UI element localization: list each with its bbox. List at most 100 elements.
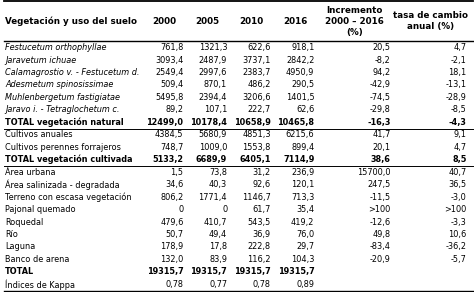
Text: Río: Río: [5, 230, 18, 239]
Text: Área salinizada - degradada: Área salinizada - degradada: [5, 179, 120, 190]
Text: Incremento
2000 – 2016
(%): Incremento 2000 – 2016 (%): [325, 6, 384, 37]
Text: -3,3: -3,3: [451, 218, 466, 227]
Text: 236,9: 236,9: [291, 168, 314, 177]
Text: 92,6: 92,6: [253, 180, 271, 189]
Text: 748,7: 748,7: [160, 143, 183, 152]
Text: 1146,7: 1146,7: [242, 193, 271, 201]
Text: 2016: 2016: [283, 17, 307, 26]
Text: 10178,4: 10178,4: [190, 118, 227, 127]
Text: Terreno con escasa vegetación: Terreno con escasa vegetación: [5, 192, 132, 202]
Text: 2549,4: 2549,4: [155, 68, 183, 77]
Text: 73,8: 73,8: [209, 168, 227, 177]
Text: Cultivos perennes forrajeros: Cultivos perennes forrajeros: [5, 143, 121, 152]
Text: 1009,0: 1009,0: [199, 143, 227, 152]
Text: 410,7: 410,7: [204, 218, 227, 227]
Text: 89,2: 89,2: [165, 105, 183, 114]
Text: 2383,7: 2383,7: [243, 68, 271, 77]
Text: Jaravetum ichuae: Jaravetum ichuae: [5, 55, 76, 65]
Text: 8,5: 8,5: [452, 155, 466, 164]
Text: 31,2: 31,2: [253, 168, 271, 177]
Text: 4384,5: 4384,5: [155, 130, 183, 139]
Text: 2010: 2010: [239, 17, 264, 26]
Text: 2394,4: 2394,4: [199, 93, 227, 102]
Text: Pajonal quemado: Pajonal quemado: [5, 205, 76, 214]
Text: 806,2: 806,2: [160, 193, 183, 201]
Text: 6215,6: 6215,6: [286, 130, 314, 139]
Text: 1321,3: 1321,3: [199, 43, 227, 52]
Text: -3,0: -3,0: [451, 193, 466, 201]
Text: -74,5: -74,5: [369, 93, 391, 102]
Text: 2487,9: 2487,9: [199, 55, 227, 65]
Text: tasa de cambio
anual (%): tasa de cambio anual (%): [393, 11, 468, 32]
Text: 178,9: 178,9: [160, 242, 183, 251]
Text: 0: 0: [178, 205, 183, 214]
Text: 76,0: 76,0: [296, 230, 314, 239]
Text: 40,7: 40,7: [448, 168, 466, 177]
Text: 6405,1: 6405,1: [239, 155, 271, 164]
Text: 18,1: 18,1: [448, 68, 466, 77]
Text: 2997,6: 2997,6: [199, 68, 227, 77]
Text: -16,3: -16,3: [367, 118, 391, 127]
Text: 222,7: 222,7: [247, 105, 271, 114]
Text: -8,2: -8,2: [374, 55, 391, 65]
Text: 486,2: 486,2: [247, 81, 271, 89]
Text: 3737,1: 3737,1: [242, 55, 271, 65]
Text: -20,9: -20,9: [370, 255, 391, 264]
Text: 419,2: 419,2: [291, 218, 314, 227]
Text: 0,78: 0,78: [165, 280, 183, 289]
Text: 83,9: 83,9: [209, 255, 227, 264]
Text: 20,1: 20,1: [372, 143, 391, 152]
Text: 0,78: 0,78: [253, 280, 271, 289]
Text: Festucetum orthophyllae: Festucetum orthophyllae: [5, 43, 107, 52]
Text: 40,3: 40,3: [209, 180, 227, 189]
Text: 107,1: 107,1: [204, 105, 227, 114]
Text: 543,5: 543,5: [247, 218, 271, 227]
Text: 10658,9: 10658,9: [234, 118, 271, 127]
Text: 7114,9: 7114,9: [283, 155, 314, 164]
Text: -2,1: -2,1: [451, 55, 466, 65]
Text: Muhlenbergetum fastigiatae: Muhlenbergetum fastigiatae: [5, 93, 120, 102]
Text: -36,2: -36,2: [446, 242, 466, 251]
Text: 3206,6: 3206,6: [242, 93, 271, 102]
Text: 38,6: 38,6: [371, 155, 391, 164]
Text: 4851,3: 4851,3: [242, 130, 271, 139]
Text: 479,6: 479,6: [160, 218, 183, 227]
Text: 0: 0: [222, 205, 227, 214]
Text: 17,8: 17,8: [209, 242, 227, 251]
Text: 1,5: 1,5: [171, 168, 183, 177]
Text: 509,4: 509,4: [160, 81, 183, 89]
Text: 247,5: 247,5: [367, 180, 391, 189]
Text: 1771,4: 1771,4: [199, 193, 227, 201]
Text: 19315,7: 19315,7: [147, 267, 183, 276]
Text: Adesmetum spinosissimae: Adesmetum spinosissimae: [5, 81, 114, 89]
Text: 104,3: 104,3: [291, 255, 314, 264]
Text: TOTAL vegetación natural: TOTAL vegetación natural: [5, 118, 124, 127]
Text: 1401,5: 1401,5: [286, 93, 314, 102]
Text: >100: >100: [368, 205, 391, 214]
Text: Roquedal: Roquedal: [5, 218, 44, 227]
Text: 5680,9: 5680,9: [199, 130, 227, 139]
Text: 2005: 2005: [196, 17, 220, 26]
Text: >100: >100: [444, 205, 466, 214]
Text: 116,2: 116,2: [247, 255, 271, 264]
Text: 20,5: 20,5: [373, 43, 391, 52]
Text: 62,6: 62,6: [296, 105, 314, 114]
Text: 15700,0: 15700,0: [357, 168, 391, 177]
Text: 4,7: 4,7: [454, 43, 466, 52]
Text: Vegetación y uso del suelo: Vegetación y uso del suelo: [5, 17, 137, 26]
Text: 622,6: 622,6: [247, 43, 271, 52]
Text: 36,9: 36,9: [253, 230, 271, 239]
Text: -5,7: -5,7: [451, 255, 466, 264]
Text: 61,7: 61,7: [253, 205, 271, 214]
Text: 1553,8: 1553,8: [242, 143, 271, 152]
Text: -28,9: -28,9: [446, 93, 466, 102]
Text: 290,5: 290,5: [292, 81, 314, 89]
Text: -29,8: -29,8: [370, 105, 391, 114]
Text: 6689,9: 6689,9: [196, 155, 227, 164]
Text: -83,4: -83,4: [369, 242, 391, 251]
Text: TOTAL: TOTAL: [5, 267, 34, 276]
Text: 4,7: 4,7: [454, 143, 466, 152]
Text: Índices de Kappa: Índices de Kappa: [5, 279, 75, 290]
Text: 34,6: 34,6: [165, 180, 183, 189]
Text: 0,89: 0,89: [296, 280, 314, 289]
